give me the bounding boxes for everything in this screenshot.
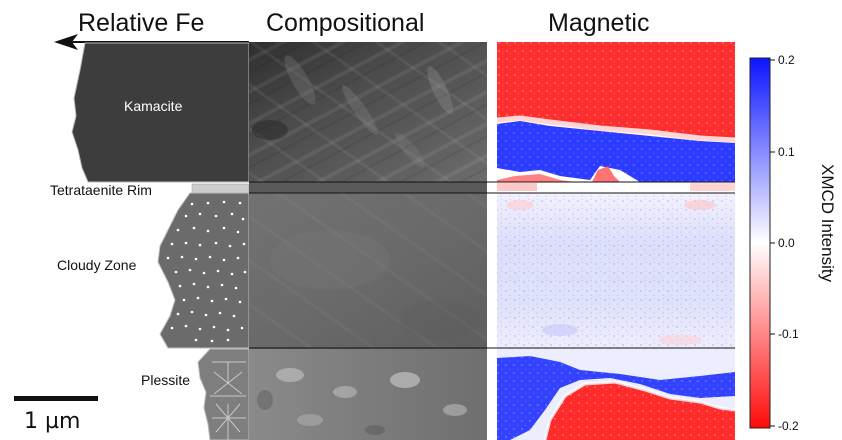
cloudy-zone-label: Cloudy Zone — [57, 257, 137, 273]
colorbar-tick-1: 0.1 — [778, 145, 795, 159]
colorbar-tick-2: 0.0 — [778, 236, 795, 250]
comp-rim-band — [249, 182, 487, 193]
colorbar-gradient — [749, 57, 771, 429]
plessite-texture — [210, 361, 246, 440]
colorbar-tick-3: -0.1 — [778, 327, 799, 341]
cloudy-zone-region — [157, 192, 250, 349]
plessite-label: Plessite — [141, 372, 190, 388]
kamacite-region — [71, 42, 250, 183]
image-gap — [487, 42, 497, 440]
relative-fe-header: Relative Fe — [78, 9, 204, 37]
compositional-header: Compositional — [266, 9, 424, 37]
colorbar: 0.2 0.1 0.0 -0.1 -0.2 XMCD Intensity — [749, 53, 837, 433]
scale-bar-label: 1 µm — [24, 409, 80, 434]
scale-bar-line — [14, 396, 98, 401]
cloudy-zone-dots — [166, 200, 247, 343]
scale-bar: 1 µm — [14, 396, 98, 434]
relative-fe-profile — [54, 34, 250, 440]
plessite-region — [197, 348, 250, 440]
arrow-left-icon — [54, 34, 78, 50]
compositional-image — [249, 42, 487, 440]
tetrataenite-rim-label: Tetrataenite Rim — [50, 182, 152, 198]
colorbar-tick-0: 0.2 — [778, 53, 795, 67]
tetrataenite-rim-bar — [191, 183, 250, 194]
magnetic-image — [497, 42, 735, 440]
kamacite-label: Kamacite — [124, 98, 183, 114]
comp-plessite-band — [249, 349, 487, 440]
colorbar-title: XMCD Intensity — [818, 164, 837, 283]
magnetic-header: Magnetic — [548, 9, 649, 37]
colorbar-tick-4: -0.2 — [778, 419, 799, 433]
